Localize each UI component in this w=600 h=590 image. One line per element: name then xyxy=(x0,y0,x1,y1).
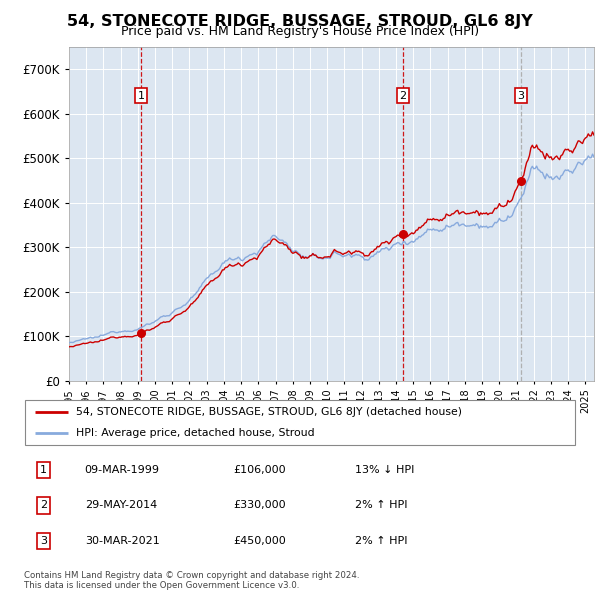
Text: 2% ↑ HPI: 2% ↑ HPI xyxy=(355,536,408,546)
Text: 30-MAR-2021: 30-MAR-2021 xyxy=(85,536,160,546)
Text: 1: 1 xyxy=(137,90,145,100)
Text: 1: 1 xyxy=(40,465,47,475)
Text: Contains HM Land Registry data © Crown copyright and database right 2024.
This d: Contains HM Land Registry data © Crown c… xyxy=(24,571,359,590)
FancyBboxPatch shape xyxy=(25,401,575,444)
Text: 54, STONECOTE RIDGE, BUSSAGE, STROUD, GL6 8JY (detached house): 54, STONECOTE RIDGE, BUSSAGE, STROUD, GL… xyxy=(76,407,463,417)
Text: 13% ↓ HPI: 13% ↓ HPI xyxy=(355,465,415,475)
Text: HPI: Average price, detached house, Stroud: HPI: Average price, detached house, Stro… xyxy=(76,428,315,438)
Text: 3: 3 xyxy=(517,90,524,100)
Text: 2: 2 xyxy=(40,500,47,510)
Text: 2: 2 xyxy=(400,90,407,100)
Text: 2% ↑ HPI: 2% ↑ HPI xyxy=(355,500,408,510)
Text: £106,000: £106,000 xyxy=(234,465,286,475)
Text: Price paid vs. HM Land Registry's House Price Index (HPI): Price paid vs. HM Land Registry's House … xyxy=(121,25,479,38)
Text: 09-MAR-1999: 09-MAR-1999 xyxy=(85,465,160,475)
Text: £450,000: £450,000 xyxy=(234,536,287,546)
Text: 3: 3 xyxy=(40,536,47,546)
Text: 54, STONECOTE RIDGE, BUSSAGE, STROUD, GL6 8JY: 54, STONECOTE RIDGE, BUSSAGE, STROUD, GL… xyxy=(67,14,533,28)
Text: £330,000: £330,000 xyxy=(234,500,286,510)
Text: 29-MAY-2014: 29-MAY-2014 xyxy=(85,500,157,510)
